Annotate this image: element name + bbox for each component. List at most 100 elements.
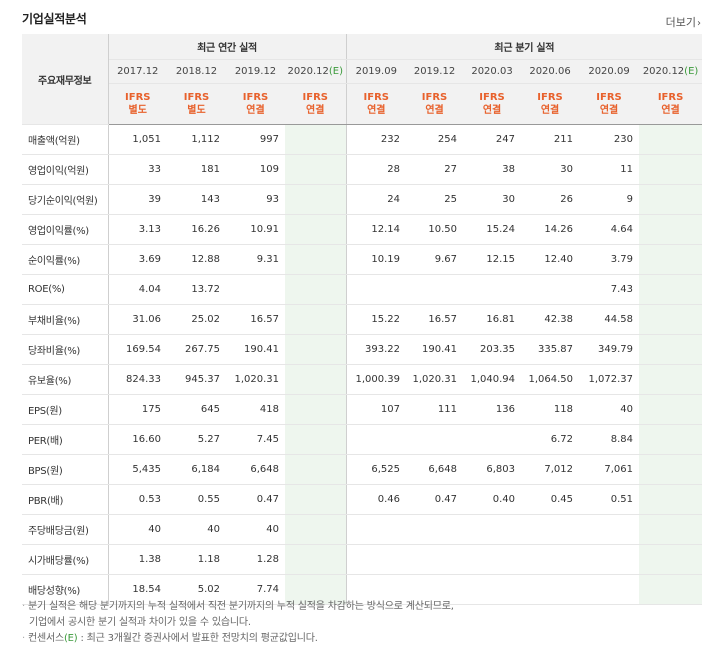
table-cell: 1,051 [108,124,167,155]
table-cell [285,244,347,275]
table-cell [285,124,347,155]
table-cell [639,214,703,245]
accounting-basis: IFRS 연결 [226,83,285,125]
table-cell: 6,648 [226,454,285,485]
table-cell: 6.72 [521,424,580,455]
table-cell [345,574,407,605]
table-cell: 211 [521,124,580,155]
table-row: EPS(원) 175 645 418 107 111 136 118 40 [22,394,703,425]
table-cell [521,274,580,305]
accounting-basis: IFRS 연결 [285,83,347,125]
table-cell [406,424,464,455]
table-cell [345,274,407,305]
row-label: BPS(원) [22,454,109,485]
note-2: · 컨센서스(E) : 최근 3개월간 증권사에서 발표한 전망치의 평균값입니다… [22,633,318,644]
table-cell [639,124,703,155]
table-cell: 3.79 [579,244,640,275]
table-cell: 16.60 [108,424,167,455]
table-cell: 10.19 [345,244,407,275]
table-cell [639,244,703,275]
table-cell: 9.31 [226,244,285,275]
table-cell [463,424,522,455]
table-cell: 247 [463,124,522,155]
table-cell [639,184,703,215]
table-cell [285,214,347,245]
table-row: PER(배) 16.60 5.27 7.45 6.72 8.84 [22,424,703,455]
table-cell [285,514,347,545]
table-row: 시가배당률(%) 1.38 1.18 1.28 [22,544,703,575]
table-cell: 4.64 [579,214,640,245]
table-cell: 3.13 [108,214,167,245]
table-cell: 9 [579,184,640,215]
table-cell: 824.33 [108,364,167,395]
table-row: 유보율(%) 824.33 945.37 1,020.31 1,000.39 1,020.… [22,364,703,395]
table-cell: 14.26 [521,214,580,245]
accounting-basis: IFRS 연결 [579,83,640,125]
row-label: 주당배당금(원) [22,514,109,545]
table-cell [285,154,347,185]
table-cell: 28 [345,154,407,185]
period-header: 2020.06 [521,59,580,84]
table-cell [639,274,703,305]
table-cell [463,574,522,605]
table-cell: 16.57 [406,304,464,335]
table-cell [285,184,347,215]
table-cell [285,454,347,485]
table-cell: 6,525 [345,454,407,485]
table-cell: 40 [167,514,226,545]
row-label: 영업이익률(%) [22,214,109,245]
table-cell [579,514,640,545]
table-cell: 1.28 [226,544,285,575]
table-cell: 645 [167,394,226,425]
period-header: 2017.12 [108,59,167,84]
accounting-basis: IFRS 연결 [406,83,464,125]
table-cell: 15.22 [345,304,407,335]
row-label: PER(배) [22,424,109,455]
table-cell: 1,040.94 [463,364,522,395]
table-cell [406,274,464,305]
table-cell: 169.54 [108,334,167,365]
table-cell [226,274,285,305]
table-row: 주당배당금(원) 40 40 40 [22,514,703,545]
table-cell: 143 [167,184,226,215]
table-row: BPS(원) 5,435 6,184 6,648 6,525 6,648 6,803 7,01… [22,454,703,485]
table-row: PBR(배) 0.53 0.55 0.47 0.46 0.47 0.40 0.45 0.51 [22,484,703,515]
table-cell: 7,061 [579,454,640,485]
table-cell [521,544,580,575]
table-cell: 30 [521,154,580,185]
table-cell: 16.81 [463,304,522,335]
row-label: 영업이익(억원) [22,154,109,185]
note-1-cont: 기업에서 공시한 분기 실적과 차이가 있을 수 있습니다. [29,617,251,628]
table-cell: 13.72 [167,274,226,305]
table-cell: 0.53 [108,484,167,515]
more-link[interactable]: 더보기› [666,14,701,30]
table-cell [639,514,703,545]
table-cell [639,154,703,185]
period-header: 2020.12(E) [285,59,347,84]
table-cell: 5.02 [167,574,226,605]
table-cell: 1,112 [167,124,226,155]
table-cell: 38 [463,154,522,185]
table-row: 영업이익률(%) 3.13 16.26 10.91 12.14 10.50 15.24 14.… [22,214,703,245]
quarter-group-header: 최근 분기 실적 [345,34,703,60]
financial-summary-table: 주요재무정보 최근 연간 실적 최근 분기 실적 2017.12 2018.12 2… [22,34,703,605]
table-cell: 12.15 [463,244,522,275]
table-cell: 0.47 [226,484,285,515]
table-cell [521,514,580,545]
table-cell [639,394,703,425]
table-cell: 109 [226,154,285,185]
period-header: 2020.03 [463,59,522,84]
table-cell: 93 [226,184,285,215]
table-cell: 1.38 [108,544,167,575]
row-label: 순이익률(%) [22,244,109,275]
period-header: 2019.12 [226,59,285,84]
table-cell: 0.45 [521,484,580,515]
table-cell [463,514,522,545]
table-cell: 25.02 [167,304,226,335]
row-label: 시가배당률(%) [22,544,109,575]
table-cell: 349.79 [579,334,640,365]
table-cell [345,544,407,575]
table-cell: 33 [108,154,167,185]
table-cell: 945.37 [167,364,226,395]
accounting-basis: IFRS 연결 [345,83,407,125]
